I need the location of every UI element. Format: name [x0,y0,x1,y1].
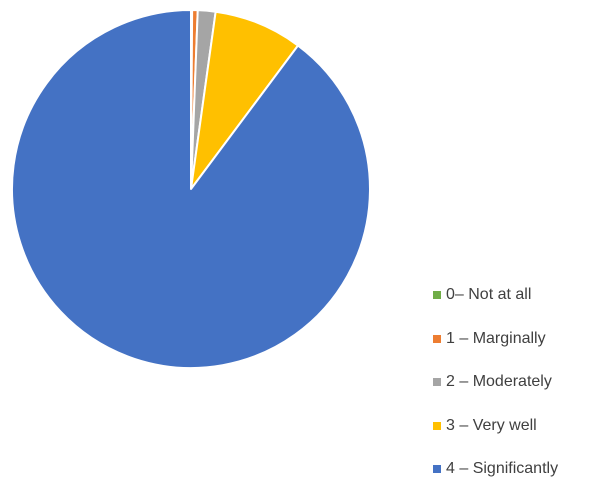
legend-label-0: 0– Not at all [446,286,532,303]
legend-swatch-3 [433,421,441,430]
legend-swatch-0 [433,291,441,299]
legend-label-1: 1 – Marginally [446,329,546,347]
legend-label-3: 3 – Very well [446,416,537,434]
legend-swatch-4 [433,465,441,473]
chart-legend: 0– Not at all 1 – Marginally 2 – Moderatel… [433,285,607,503]
legend-item-0: 0– Not at all [433,285,607,305]
pie-slice-3 [190,10,300,190]
legend-swatch-1 [433,334,441,343]
legend-label-4: 4 – Significantly [446,460,559,477]
legend-item-1: 1 – Marginally [433,329,607,349]
legend-item-2: 2 – Moderately [433,372,607,392]
legend-swatch-2 [433,378,441,386]
legend-item-4: 4 – Significantly [433,459,607,479]
legend-item-3: 3 – Very well [433,416,607,436]
legend-label-2: 2 – Moderately [446,373,552,390]
pie-slice-4 [11,9,371,369]
